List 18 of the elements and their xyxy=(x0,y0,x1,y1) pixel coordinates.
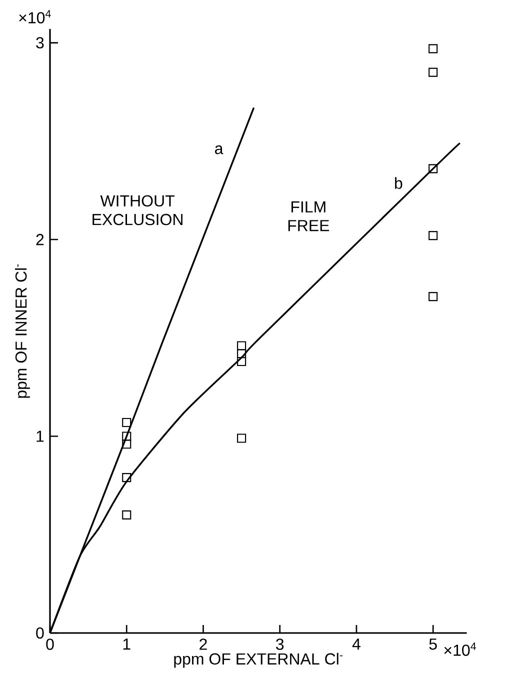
x-tick-label: 3 xyxy=(276,638,284,650)
y-tick-label: 2 xyxy=(36,234,44,246)
x-tick-label: 2 xyxy=(200,638,207,650)
x-tick-label: 0 xyxy=(46,638,54,650)
annotation: a xyxy=(215,145,224,154)
x-tick-label: 1 xyxy=(123,638,130,650)
x-axis-title: ppm OF EXTERNAL Cl$^{-}$ xyxy=(174,652,342,668)
annotation: FILM FREE xyxy=(288,201,330,232)
y-tick-label: 0 xyxy=(36,627,44,639)
y-axis-title: ppm OF INNER Cl$^{-}$ xyxy=(14,264,30,398)
annotation: WITHOUT EXCLUSION xyxy=(92,195,182,226)
text: ×10$^{4}$ xyxy=(444,642,476,656)
text: ×10$^{4}$ xyxy=(19,10,51,24)
y-tick-label: 3 xyxy=(36,37,44,48)
x-tick-label: 4 xyxy=(352,638,360,650)
y-tick-label: 1 xyxy=(36,430,44,442)
x-tick-label: 5 xyxy=(429,638,437,650)
annotation: b xyxy=(395,177,402,189)
